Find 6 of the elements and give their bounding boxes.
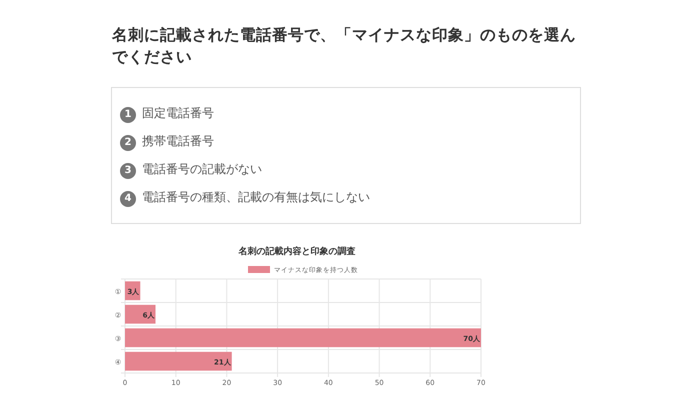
text: 名刺に記載された電話番号で、「マイナスな印象」のものを選んでください [112,25,577,68]
text: 1 固定電話番号 [124,105,214,122]
text: 4 電話番号の種類、記載の有無は気にしない [124,189,370,206]
text: 3 電話番号の記載がない [124,161,262,178]
text: 2 携帯電話番号 [124,133,214,150]
chart-title: 名刺の記載内容と印象の調査 [238,246,356,257]
